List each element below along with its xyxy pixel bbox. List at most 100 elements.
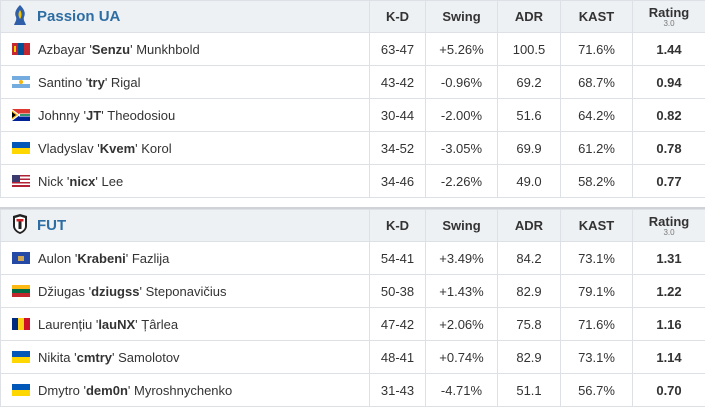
kd-value: 34-52 [369, 131, 426, 165]
argentina-flag-icon [12, 76, 30, 88]
rating-value: 0.77 [632, 164, 705, 198]
south-africa-flag-icon [12, 109, 30, 121]
adr-header: ADR [497, 209, 561, 242]
rating-value: 1.14 [632, 340, 705, 374]
adr-value: 51.6 [497, 98, 561, 132]
kast-value: 79.1% [560, 274, 633, 308]
swing-header: Swing [425, 209, 498, 242]
kast-value: 64.2% [560, 98, 633, 132]
adr-value: 82.9 [497, 274, 561, 308]
swing-value: +0.74% [425, 340, 498, 374]
player-name-link[interactable]: Laurențiu ' lauNX ' Țârlea [1, 317, 369, 332]
player-row: Azbayar ' Senzu ' Munkhbold 63-47 +5.26% 1… [0, 32, 705, 66]
rating-header: Rating 3.0 [632, 0, 705, 33]
kast-header: KAST [560, 209, 633, 242]
rating-value: 1.16 [632, 307, 705, 341]
player-name-link[interactable]: Azbayar ' Senzu ' Munkhbold [1, 42, 369, 57]
kast-value: 68.7% [560, 65, 633, 99]
adr-value: 100.5 [497, 32, 561, 66]
player-name-link[interactable]: Vladyslav ' Kvem ' Korol [1, 141, 369, 156]
kast-value: 56.7% [560, 373, 633, 407]
kd-value: 48-41 [369, 340, 426, 374]
kd-value: 30-44 [369, 98, 426, 132]
ukraine-flag-icon [12, 384, 30, 396]
player-row: Nikita ' cmtry ' Samolotov 48-41 +0.74% 82… [0, 340, 705, 374]
player-row: Aulon ' Krabeni ' Fazlija 54-41 +3.49% 84.… [0, 241, 705, 275]
team-table-fut: FUT K-D Swing ADR KAST Rating 3.0 Aulon … [0, 207, 705, 407]
kast-value: 73.1% [560, 241, 633, 275]
player-row: Džiugas ' dziugss ' Steponavičius 50-38 +1… [0, 274, 705, 308]
swing-value: +5.26% [425, 32, 498, 66]
rating-value: 0.82 [632, 98, 705, 132]
mongolia-flag-icon [12, 43, 30, 55]
adr-value: 84.2 [497, 241, 561, 275]
player-row: Johnny ' JT ' Theodosiou 30-44 -2.00% 51.6… [0, 98, 705, 132]
swing-value: -2.00% [425, 98, 498, 132]
kast-value: 58.2% [560, 164, 633, 198]
rating-value: 1.44 [632, 32, 705, 66]
rating-value: 0.78 [632, 131, 705, 165]
kast-value: 61.2% [560, 131, 633, 165]
rating-version-label: 3.0 [663, 18, 675, 28]
adr-value: 82.9 [497, 340, 561, 374]
kd-value: 34-46 [369, 164, 426, 198]
table-header-row: FUT K-D Swing ADR KAST Rating 3.0 [0, 209, 705, 242]
kd-value: 50-38 [369, 274, 426, 308]
kast-header: KAST [560, 0, 633, 33]
kd-value: 31-43 [369, 373, 426, 407]
swing-value: -4.71% [425, 373, 498, 407]
player-name-link[interactable]: Dmytro ' dem0n ' Myroshnychenko [1, 383, 369, 398]
kast-value: 71.6% [560, 32, 633, 66]
swing-value: +1.43% [425, 274, 498, 308]
kd-value: 54-41 [369, 241, 426, 275]
rating-value: 0.94 [632, 65, 705, 99]
team-name-link[interactable]: FUT [37, 217, 67, 234]
adr-value: 49.0 [497, 164, 561, 198]
fut-logo-icon [11, 213, 29, 238]
adr-value: 69.9 [497, 131, 561, 165]
player-name-link[interactable]: Džiugas ' dziugss ' Steponavičius [1, 284, 369, 299]
swing-value: +3.49% [425, 241, 498, 275]
kd-header: K-D [369, 209, 426, 242]
passion-ua-logo-icon [11, 4, 29, 29]
rating-value: 1.22 [632, 274, 705, 308]
player-name-link[interactable]: Aulon ' Krabeni ' Fazlija [1, 251, 369, 266]
rating-header: Rating 3.0 [632, 209, 705, 242]
kast-value: 71.6% [560, 307, 633, 341]
rating-header-label: Rating [648, 213, 690, 229]
rating-version-label: 3.0 [663, 227, 675, 237]
ukraine-flag-icon [12, 142, 30, 154]
swing-value: -0.96% [425, 65, 498, 99]
adr-value: 51.1 [497, 373, 561, 407]
table-header-row: Passion UA K-D Swing ADR KAST Rating 3.0 [0, 0, 705, 33]
player-name-link[interactable]: Nick ' nicx ' Lee [1, 174, 369, 189]
kd-header: K-D [369, 0, 426, 33]
adr-header: ADR [497, 0, 561, 33]
swing-value: -3.05% [425, 131, 498, 165]
usa-flag-icon [12, 175, 30, 187]
kd-value: 47-42 [369, 307, 426, 341]
swing-header: Swing [425, 0, 498, 33]
player-name-link[interactable]: Johnny ' JT ' Theodosiou [1, 108, 369, 123]
team-name-link[interactable]: Passion UA [37, 8, 121, 25]
rating-value: 1.31 [632, 241, 705, 275]
player-row: Vladyslav ' Kvem ' Korol 34-52 -3.05% 69.9… [0, 131, 705, 165]
team-header-cell: Passion UA [0, 0, 370, 33]
player-row: Dmytro ' dem0n ' Myroshnychenko 31-43 -4.7… [0, 373, 705, 407]
player-row: Laurențiu ' lauNX ' Țârlea 47-42 +2.06% 75… [0, 307, 705, 341]
swing-value: +2.06% [425, 307, 498, 341]
adr-value: 75.8 [497, 307, 561, 341]
adr-value: 69.2 [497, 65, 561, 99]
lithuania-flag-icon [12, 285, 30, 297]
kast-value: 73.1% [560, 340, 633, 374]
player-name-link[interactable]: Santino ' try ' Rigal [1, 75, 369, 90]
romania-flag-icon [12, 318, 30, 330]
team-table-passion-ua: Passion UA K-D Swing ADR KAST Rating 3.0… [0, 0, 705, 198]
rating-header-label: Rating [648, 4, 690, 20]
kosovo-flag-icon [12, 252, 30, 264]
kd-value: 63-47 [369, 32, 426, 66]
team-header-cell: FUT [0, 209, 370, 242]
player-name-link[interactable]: Nikita ' cmtry ' Samolotov [1, 350, 369, 365]
ukraine-flag-icon [12, 351, 30, 363]
rating-value: 0.70 [632, 373, 705, 407]
